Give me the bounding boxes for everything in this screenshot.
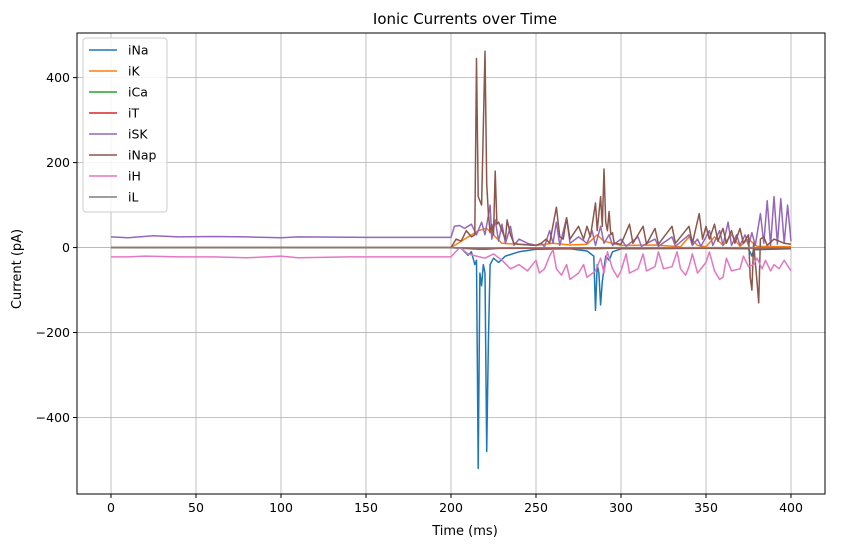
- legend-label: iL: [128, 190, 138, 205]
- series-line-isk: [110, 195, 792, 248]
- y-tick-label: 200: [46, 155, 70, 170]
- x-tick-label: 50: [188, 500, 204, 515]
- x-tick-label: 250: [524, 500, 548, 515]
- legend-label: iT: [128, 106, 139, 121]
- y-axis-ticks: −400 −200 0 200 400: [36, 70, 77, 425]
- x-axis-ticks: 0 50 100 150 200 250 300 350 400: [107, 494, 803, 515]
- x-tick-label: 100: [269, 500, 293, 515]
- series-line-inap: [111, 50, 792, 304]
- x-tick-label: 200: [439, 500, 463, 515]
- y-tick-label: −200: [36, 325, 70, 340]
- series-line-ih: [111, 246, 792, 281]
- plot-area: [110, 50, 792, 470]
- legend-label: iH: [128, 169, 141, 184]
- legend-label: iCa: [128, 85, 148, 100]
- series-line-ina: [111, 246, 792, 470]
- legend-label: iSK: [128, 127, 148, 142]
- y-tick-label: 0: [62, 240, 70, 255]
- legend-box: [82, 37, 168, 213]
- y-tick-label: −400: [36, 410, 70, 425]
- legend: iNa iK iCa iT iSK iNap iH iL: [82, 37, 168, 213]
- chart-title: Ionic Currents over Time: [373, 10, 557, 28]
- x-tick-label: 0: [107, 500, 115, 515]
- x-axis-label: Time (ms): [431, 524, 498, 539]
- legend-label: iK: [128, 64, 140, 79]
- x-tick-label: 150: [354, 500, 378, 515]
- grid-lines: [77, 33, 825, 494]
- y-axis-label: Current (pA): [10, 229, 25, 309]
- legend-label: iNap: [128, 148, 156, 163]
- x-tick-label: 400: [779, 500, 803, 515]
- y-tick-label: 400: [46, 70, 70, 85]
- x-tick-label: 350: [694, 500, 718, 515]
- legend-label: iNa: [128, 43, 148, 58]
- x-tick-label: 300: [609, 500, 633, 515]
